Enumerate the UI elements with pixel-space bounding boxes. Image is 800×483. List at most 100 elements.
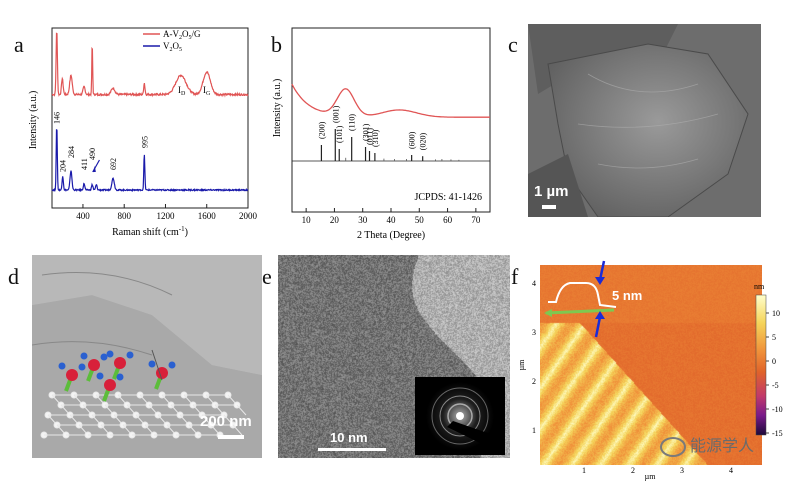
afm-ytick-label: 2	[532, 377, 536, 386]
xrd-xtick-label: 70	[471, 215, 481, 225]
xrd-xlabel: 2 Theta (Degree)	[357, 230, 425, 241]
afm-height-map	[540, 265, 762, 465]
sem-texture	[528, 24, 761, 217]
vanadium-atom	[88, 359, 100, 371]
graphene-bond	[232, 424, 243, 436]
raman-peak-label: 692	[109, 158, 118, 170]
afm-xtick-label: 1	[582, 466, 586, 475]
xrd-ref-peak-label: (310)	[371, 129, 380, 147]
v-o-bond	[151, 349, 163, 381]
oxygen-atom	[148, 360, 156, 368]
afm-xtick-label: 4	[729, 466, 733, 475]
afm-colorbar-tick-label: -15	[772, 429, 783, 438]
raman-peak-label: 204	[59, 160, 68, 172]
raman-xlabel: Raman shift (cm-1)	[112, 225, 188, 238]
panel-label-f: f	[511, 264, 519, 289]
raman-series-1	[51, 129, 249, 193]
raman-peak-label: 995	[140, 136, 149, 148]
oxygen-atom	[78, 363, 86, 371]
panel-label-d: d	[8, 264, 19, 289]
raman-peak-label: 411	[80, 158, 89, 170]
oxygen-atom	[126, 351, 134, 359]
afm-colorbar	[755, 294, 767, 436]
oxygen-atom	[106, 350, 114, 358]
xrd-curve	[291, 83, 490, 118]
oxygen-atom	[80, 352, 88, 360]
afm-colorbar-tick-label: 10	[772, 309, 780, 318]
afm-colorbar-tick-label: -10	[772, 405, 783, 414]
saed-inset	[415, 377, 505, 455]
raman-peak-label: 284	[67, 146, 76, 158]
raman-xtick-label: 2000	[239, 211, 258, 221]
afm-ytick-label: 4	[532, 279, 536, 288]
vanadium-atom	[104, 379, 116, 391]
oxygen-atom	[58, 362, 66, 370]
raman-xtick-label: 1200	[156, 211, 175, 221]
afm-xtick-label: 2	[631, 466, 635, 475]
tem-image-with-model: 200 nm	[32, 255, 262, 458]
band-label-d: ID	[178, 85, 186, 97]
raman-peak-arrowhead	[92, 166, 96, 172]
xrd-ref-peak-label: (020)	[419, 133, 428, 151]
xrd-ref-peak-label: (200)	[317, 121, 326, 139]
panel-label-a: a	[14, 32, 24, 57]
tem-model-graphic	[32, 255, 262, 458]
afm-blue-arrow-bottom	[594, 316, 602, 338]
raman-peak-label: 146	[53, 112, 62, 124]
oxygen-atom	[168, 361, 176, 369]
tem-d-scale-label: 200 nm	[200, 413, 252, 430]
oxygen-atom	[96, 372, 104, 380]
wechat-icon	[660, 436, 686, 457]
xrd-xtick-label: 40	[387, 215, 397, 225]
afm-blue-arrow-top	[598, 260, 606, 281]
band-label-g: IG	[203, 85, 211, 97]
hrtem-image: 10 nm	[278, 255, 510, 458]
xrd-xtick-label: 20	[330, 215, 340, 225]
legend-v2o5: V2O5	[163, 41, 182, 53]
afm-blue-arrowhead-top	[595, 277, 605, 285]
afm-colorbar-unit: nm	[754, 282, 765, 291]
xrd-ref-peak-label: (110)	[348, 114, 357, 131]
raman-plot-frame	[51, 27, 249, 209]
xrd-ylabel: Intensity (a.u.)	[272, 79, 283, 138]
afm-colorbar-tick-label: 0	[772, 357, 776, 366]
sem-image: 1 µm	[528, 24, 761, 217]
raman-series-0	[51, 32, 249, 98]
xrd-xtick-label: 30	[358, 215, 368, 225]
panel-label-c: c	[508, 32, 518, 57]
afm-ylabel: µm	[517, 359, 526, 371]
legend-composite: A-V2O5/G	[163, 29, 201, 41]
afm-step-label: 5 nm	[612, 288, 643, 303]
hrtem-scale-label: 10 nm	[330, 430, 368, 445]
tem-d-scale-bar	[218, 435, 244, 439]
afm-ytick-label: 1	[532, 426, 536, 435]
xrd-ref-peak-label: (101)	[335, 125, 344, 143]
afm-height-profile	[548, 282, 617, 308]
xrd-chart: 10 20 30 40 50 60 70 (200) (001) (101) (110) (301)…	[272, 27, 491, 241]
raman-xtick-label: 400	[76, 211, 90, 221]
xrd-xtick-label: 10	[302, 215, 312, 225]
panel-label-b: b	[271, 32, 282, 57]
raman-xtick-label: 1600	[198, 211, 217, 221]
saed-pattern	[415, 377, 505, 455]
afm-scan-line	[545, 308, 615, 315]
oxygen-atom	[116, 373, 124, 381]
xrd-ref-peak-label: (301)	[362, 123, 371, 141]
afm-panel: 1 2 3 4 1 2 3 4 10 5 0 -5 -10 -15 nm µm µm 5 nm	[516, 255, 800, 483]
raman-ylabel: Intensity (a.u.)	[28, 91, 39, 150]
raman-peak-label: 490	[88, 148, 97, 160]
afm-xlabel: µm	[645, 472, 657, 481]
xrd-ref-peak-label: (011)	[366, 128, 375, 145]
xrd-ref-peak-label: (001)	[331, 105, 340, 123]
afm-colorbar-tick-label: 5	[772, 333, 776, 342]
xrd-xtick-label: 60	[443, 215, 453, 225]
xrd-xtick-label: 50	[415, 215, 425, 225]
watermark: 能源学人	[660, 432, 754, 457]
afm-overlay: 1 2 3 4 1 2 3 4 10 5 0 -5 -10 -15 nm µm µm	[517, 260, 783, 481]
hrtem-scale-bar	[318, 448, 386, 451]
afm-colorbar-tick-label: -5	[772, 381, 779, 390]
xrd-ref-peak-label: (600)	[408, 131, 417, 149]
watermark-text: 能源学人	[690, 436, 755, 455]
raman-xtick-label: 800	[117, 211, 131, 221]
